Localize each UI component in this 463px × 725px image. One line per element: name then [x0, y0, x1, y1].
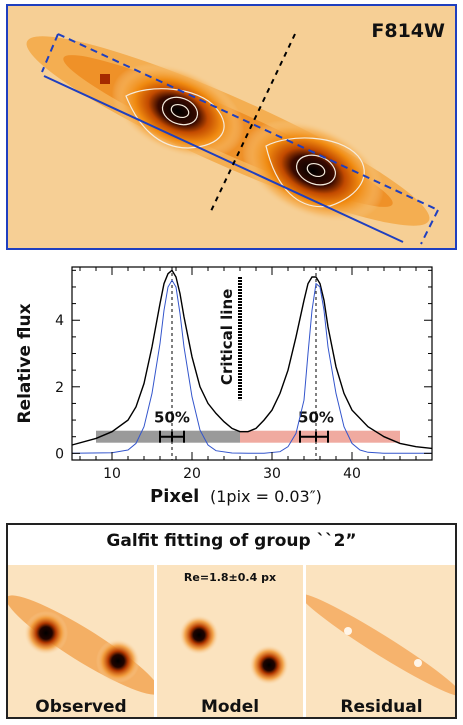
residual-image — [306, 565, 455, 717]
y-tick-label: 0 — [55, 446, 64, 462]
critical-line-label: Critical line — [218, 289, 236, 385]
series-line — [71, 269, 433, 450]
galfit-title: Galfit fitting of group ``2” — [106, 531, 357, 551]
x-axis-note: (1pix = 0.03″) — [210, 487, 322, 506]
model-label: Model — [200, 697, 260, 717]
model-image — [157, 565, 303, 717]
divider — [304, 565, 306, 717]
y-tick-label: 4 — [55, 313, 64, 329]
divider — [155, 565, 157, 717]
f814w-image-panel: F814W — [6, 4, 457, 250]
series-line — [71, 279, 432, 454]
filter-label: F814W — [371, 20, 445, 42]
observed-thumbnail: Observed — [8, 565, 154, 717]
residual-thumbnail: Residual — [306, 565, 455, 717]
x-tick-label: 20 — [183, 466, 201, 482]
y-tick-label: 2 — [55, 380, 64, 396]
galfit-panel: Galfit fitting of group ``2” Observed — [6, 523, 457, 719]
model-thumbnail: Re=1.8±0.4 px Model — [157, 565, 303, 717]
galaxy-image — [8, 6, 455, 248]
observed-label: Observed — [35, 697, 127, 717]
x-tick-label: 30 — [263, 466, 281, 482]
y-axis-label: Relative flux — [15, 303, 35, 423]
plot-frame — [71, 266, 433, 461]
residual-label: Residual — [340, 697, 423, 717]
x-tick-label: 10 — [103, 466, 121, 482]
x-axis-label: Pixel — [150, 486, 199, 507]
effective-radius-label: Re=1.8±0.4 px — [183, 571, 277, 584]
flux-profile-chart: 50% 50% Critical line 10 20 30 40 0 2 4 Relative f… — [0, 255, 463, 515]
x-tick-label: 40 — [343, 466, 361, 482]
observed-image — [8, 565, 154, 717]
